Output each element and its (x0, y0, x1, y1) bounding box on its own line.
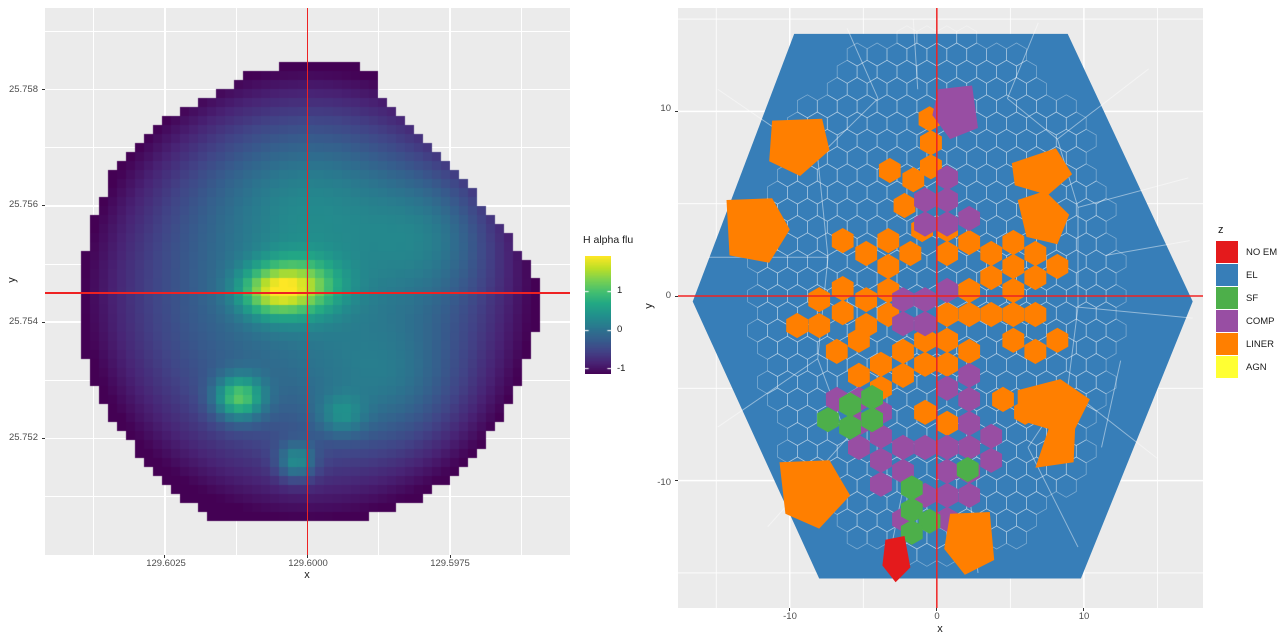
colorbar-tick: 1 (617, 285, 623, 296)
right-plot-panel (678, 8, 1203, 608)
axis-tick-mark (675, 480, 678, 482)
right-x-tick: 10 (1078, 611, 1090, 622)
legend-swatch-noem (1216, 241, 1238, 263)
left-y-tick: 25.754 (8, 316, 38, 327)
legend-item-liner: LINER (1216, 333, 1277, 355)
right-x-tick: -10 (783, 611, 797, 622)
axis-tick-mark (164, 555, 166, 558)
colorbar-gradient (585, 256, 611, 374)
axis-tick-mark (42, 205, 45, 207)
axis-tick-mark (789, 608, 791, 611)
colorbar-tick: 0 (617, 324, 623, 335)
colorbar-tick: -1 (617, 363, 626, 374)
axis-tick-mark (675, 295, 678, 297)
left-y-tick: 25.758 (8, 84, 38, 95)
legend-swatch-el (1216, 264, 1238, 286)
legend-swatch-sf (1216, 287, 1238, 309)
right-x-tick: 0 (934, 611, 940, 622)
right-y-tick: -10 (657, 477, 671, 488)
legend-label: AGN (1246, 361, 1267, 373)
left-plot-panel (45, 8, 570, 555)
legend-label: EL (1246, 269, 1258, 281)
left-y-tick: 25.752 (8, 432, 38, 443)
right-y-tick: 0 (665, 290, 671, 301)
legend-item-el: EL (1216, 264, 1277, 286)
colorbar-title: H alpha flu (583, 234, 634, 246)
axis-tick-mark (42, 438, 45, 440)
right-y-axis-title: y (643, 303, 655, 309)
bpt-class-map (678, 8, 1203, 608)
axis-tick-mark (449, 555, 451, 558)
axis-tick-mark (936, 608, 938, 611)
axis-tick-mark (42, 321, 45, 323)
legend-item-sf: SF (1216, 287, 1277, 309)
axis-tick-mark (1083, 608, 1085, 611)
axis-tick-mark (307, 555, 308, 558)
left-crosshair-vertical (306, 8, 309, 555)
left-y-axis-title: y (6, 277, 18, 283)
legend-swatch-comp (1216, 310, 1238, 332)
legend-label: COMP (1246, 315, 1275, 327)
right-y-tick: 10 (660, 103, 671, 114)
left-x-tick: 129.5975 (430, 558, 470, 569)
legend-label: SF (1246, 292, 1259, 304)
left-x-tick: 129.6000 (288, 558, 328, 569)
legend-swatch-liner (1216, 333, 1238, 355)
left-y-tick: 25.756 (8, 199, 38, 210)
legend-title: z (1218, 224, 1224, 236)
legend-item-noem: NO EM (1216, 241, 1277, 263)
left-x-tick: 129.6025 (146, 558, 186, 569)
legend-swatch-agn (1216, 356, 1238, 378)
left-x-axis-title: x (304, 569, 310, 581)
axis-tick-mark (42, 89, 45, 90)
class-legend: z NO EM EL SF COMP LINER AGN (1216, 224, 1277, 379)
axis-tick-mark (675, 110, 678, 112)
legend-label: LINER (1246, 338, 1274, 350)
right-x-axis-title: x (937, 623, 943, 635)
legend-label: NO EM (1246, 246, 1278, 258)
legend-item-agn: AGN (1216, 356, 1277, 378)
left-crosshair-horizontal (45, 292, 570, 294)
legend-item-comp: COMP (1216, 310, 1277, 332)
